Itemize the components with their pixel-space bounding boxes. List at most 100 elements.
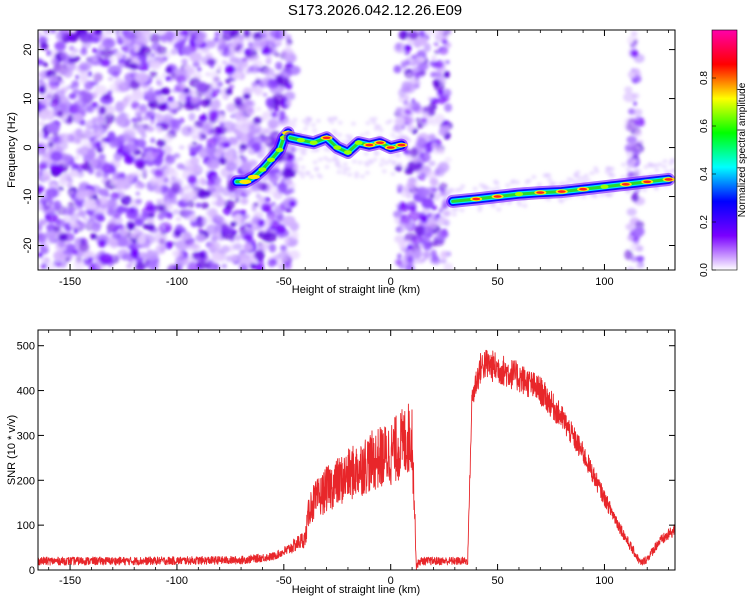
noise-blob <box>187 200 195 209</box>
noise-blob <box>269 30 280 38</box>
noise-blob <box>189 52 202 63</box>
noise-blob <box>182 165 188 172</box>
noise-blob <box>315 118 321 123</box>
noise-blob <box>300 174 306 179</box>
track-peak <box>579 187 588 191</box>
noise-blob <box>397 188 402 194</box>
noise-blob <box>246 110 252 116</box>
noise-blob <box>38 162 48 171</box>
noise-blob <box>90 80 99 87</box>
noise-blob <box>75 67 82 73</box>
track-hotspot <box>275 147 284 153</box>
noise-blob <box>415 141 421 147</box>
noise-blob <box>542 173 548 178</box>
noise-blob <box>194 37 204 46</box>
noise-blob <box>438 95 446 105</box>
noise-blob <box>210 81 218 89</box>
noise-blob <box>298 156 304 161</box>
noise-blob <box>110 178 118 185</box>
noise-blob <box>429 60 437 67</box>
noise-blob <box>429 177 437 185</box>
noise-blob <box>38 223 43 233</box>
noise-blob <box>305 171 311 176</box>
noise-blob <box>118 192 126 199</box>
noise-blob <box>95 140 102 148</box>
noise-blob <box>208 241 221 251</box>
noise-blob <box>86 105 95 113</box>
noise-blob <box>142 242 151 249</box>
noise-blob <box>157 103 167 112</box>
noise-blob <box>395 152 401 157</box>
noise-blob <box>372 116 378 121</box>
noise-blob <box>115 34 122 40</box>
noise-blob <box>134 182 140 189</box>
noise-blob <box>206 179 215 187</box>
noise-blob <box>121 253 131 261</box>
noise-blob <box>380 158 386 163</box>
noise-blob <box>195 81 208 92</box>
noise-blob <box>427 109 436 117</box>
noise-blob <box>236 124 242 131</box>
noise-blob <box>67 35 74 41</box>
noise-blob <box>378 162 384 167</box>
noise-blob <box>261 202 274 212</box>
noise-blob <box>229 56 239 64</box>
noise-blob <box>214 31 221 37</box>
noise-blob <box>190 156 200 166</box>
noise-blob <box>636 169 642 174</box>
noise-blob <box>104 113 116 124</box>
noise-blob <box>155 114 165 122</box>
noise-blob <box>345 167 351 171</box>
noise-blob <box>134 111 143 118</box>
noise-blob <box>65 175 71 182</box>
noise-blob <box>254 124 262 129</box>
noise-blob <box>406 255 414 264</box>
noise-blob <box>198 216 208 227</box>
noise-blob <box>262 92 268 97</box>
noise-blob <box>97 239 107 248</box>
noise-blob <box>221 30 231 36</box>
noise-blob <box>206 40 217 49</box>
noise-blob <box>75 146 89 157</box>
y-tick-label: 500 <box>17 341 35 353</box>
noise-blob <box>71 222 81 231</box>
noise-blob <box>149 151 159 159</box>
noise-blob <box>170 129 175 134</box>
noise-blob <box>415 80 422 85</box>
noise-blob <box>98 253 114 265</box>
noise-blob <box>477 208 483 212</box>
noise-blob <box>397 130 403 135</box>
noise-blob <box>188 189 197 197</box>
noise-blob <box>163 117 170 123</box>
noise-blob <box>38 202 43 210</box>
noise-blob <box>100 48 114 58</box>
noise-blob <box>431 143 437 148</box>
noise-blob <box>68 57 77 65</box>
noise-blob <box>267 118 279 129</box>
noise-blob <box>365 121 371 126</box>
noise-blob <box>406 116 415 125</box>
noise-blob <box>266 40 275 48</box>
noise-blob <box>662 164 667 169</box>
noise-blob <box>250 135 264 146</box>
noise-blob <box>309 174 315 179</box>
noise-blob <box>135 198 142 205</box>
noise-blob <box>87 167 94 175</box>
noise-blob <box>94 30 103 36</box>
noise-blob <box>505 183 511 188</box>
noise-blob <box>171 241 177 246</box>
noise-blob <box>342 162 348 167</box>
noise-blob <box>307 117 313 122</box>
noise-blob <box>374 124 380 128</box>
noise-blob <box>445 60 450 65</box>
noise-blob <box>245 142 251 149</box>
track-peak <box>493 195 502 198</box>
noise-blob <box>411 60 417 67</box>
noise-blob <box>363 161 369 166</box>
noise-blob <box>94 85 108 96</box>
noise-blob <box>38 152 41 158</box>
noise-blob <box>181 209 192 218</box>
noise-blob <box>216 194 223 201</box>
noise-blob <box>481 184 487 189</box>
noise-blob <box>53 259 61 268</box>
